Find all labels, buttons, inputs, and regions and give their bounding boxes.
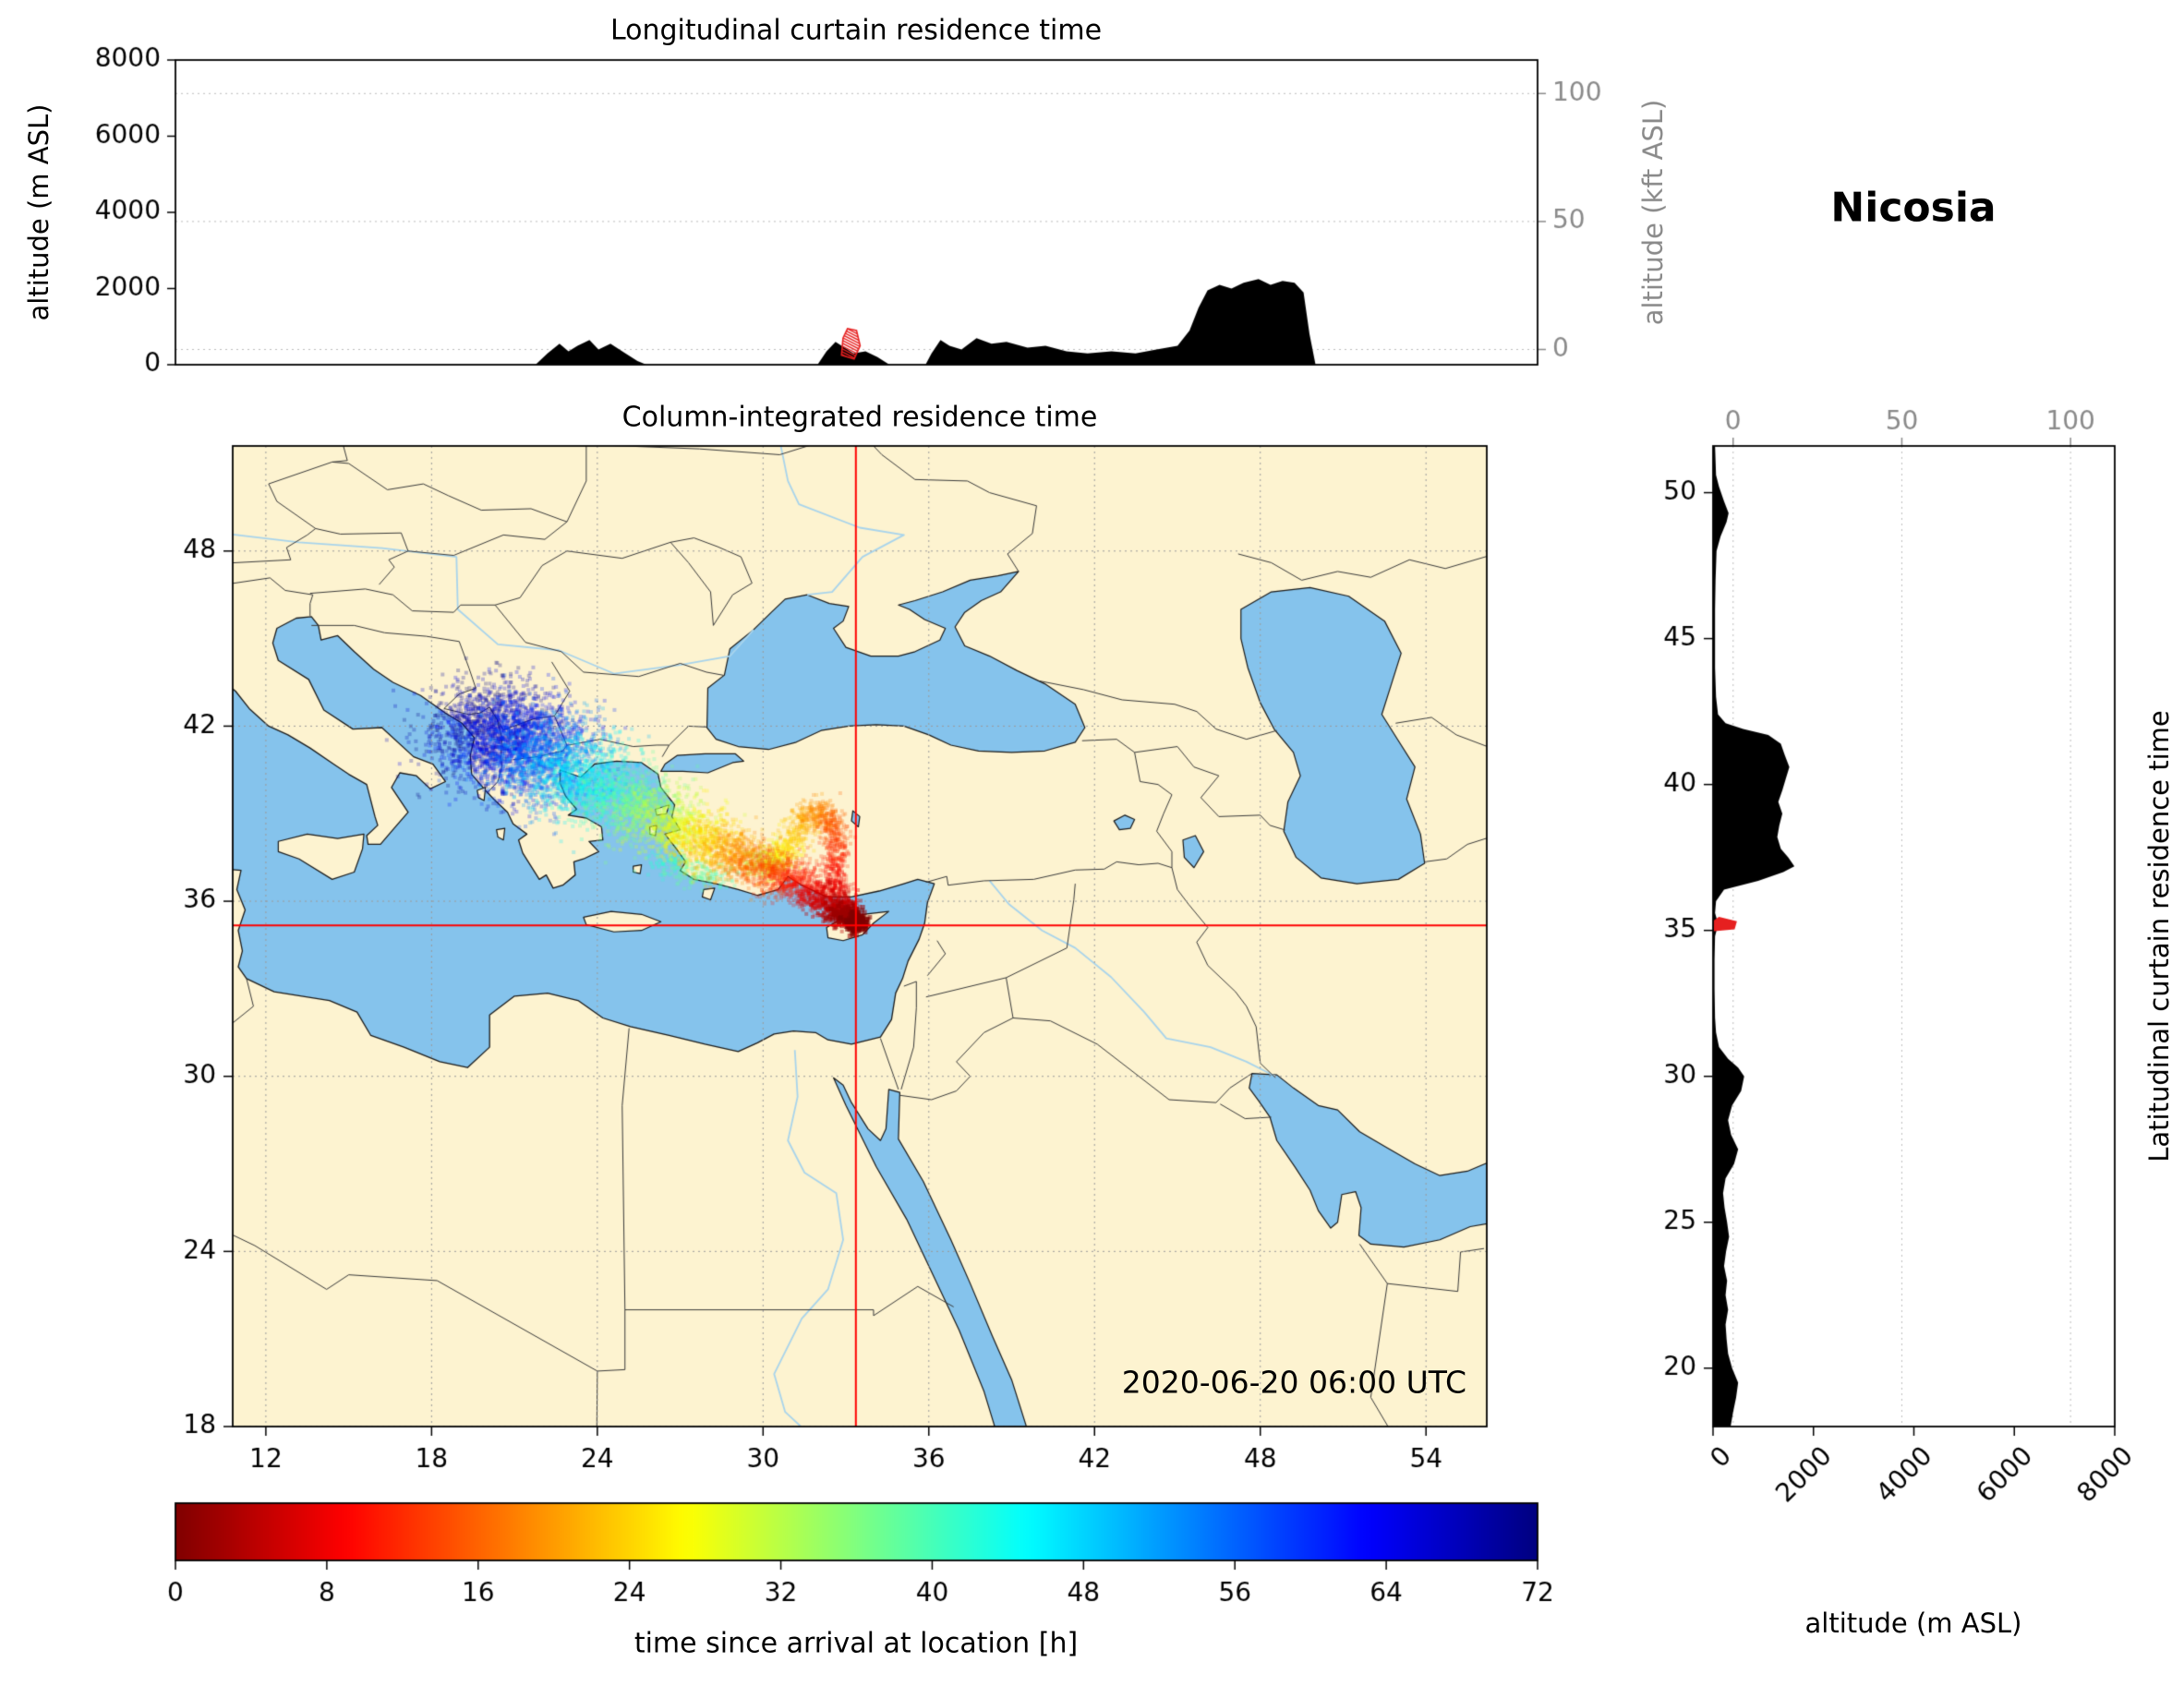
longitudinal-panel-title: Longitudinal curtain residence time — [609, 14, 1103, 47]
colorbar-label: time since arrival at location [h] — [633, 1627, 1079, 1660]
latitudinal-panel-title: Latitudinal curtain residence time — [2143, 710, 2175, 1162]
map-panel-title: Column-integrated residence time — [621, 401, 1098, 434]
top-yaxis-label: altitude (m ASL) — [23, 103, 54, 321]
top-yaxis-right-label: altitude (kft ASL) — [1637, 99, 1669, 326]
station-name: Nicosia — [1830, 184, 1997, 232]
right-panel-xaxis-label: altitude (m ASL) — [1804, 1608, 2022, 1639]
timestamp-label: 2020-06-20 06:00 UTC — [1121, 1364, 1466, 1401]
